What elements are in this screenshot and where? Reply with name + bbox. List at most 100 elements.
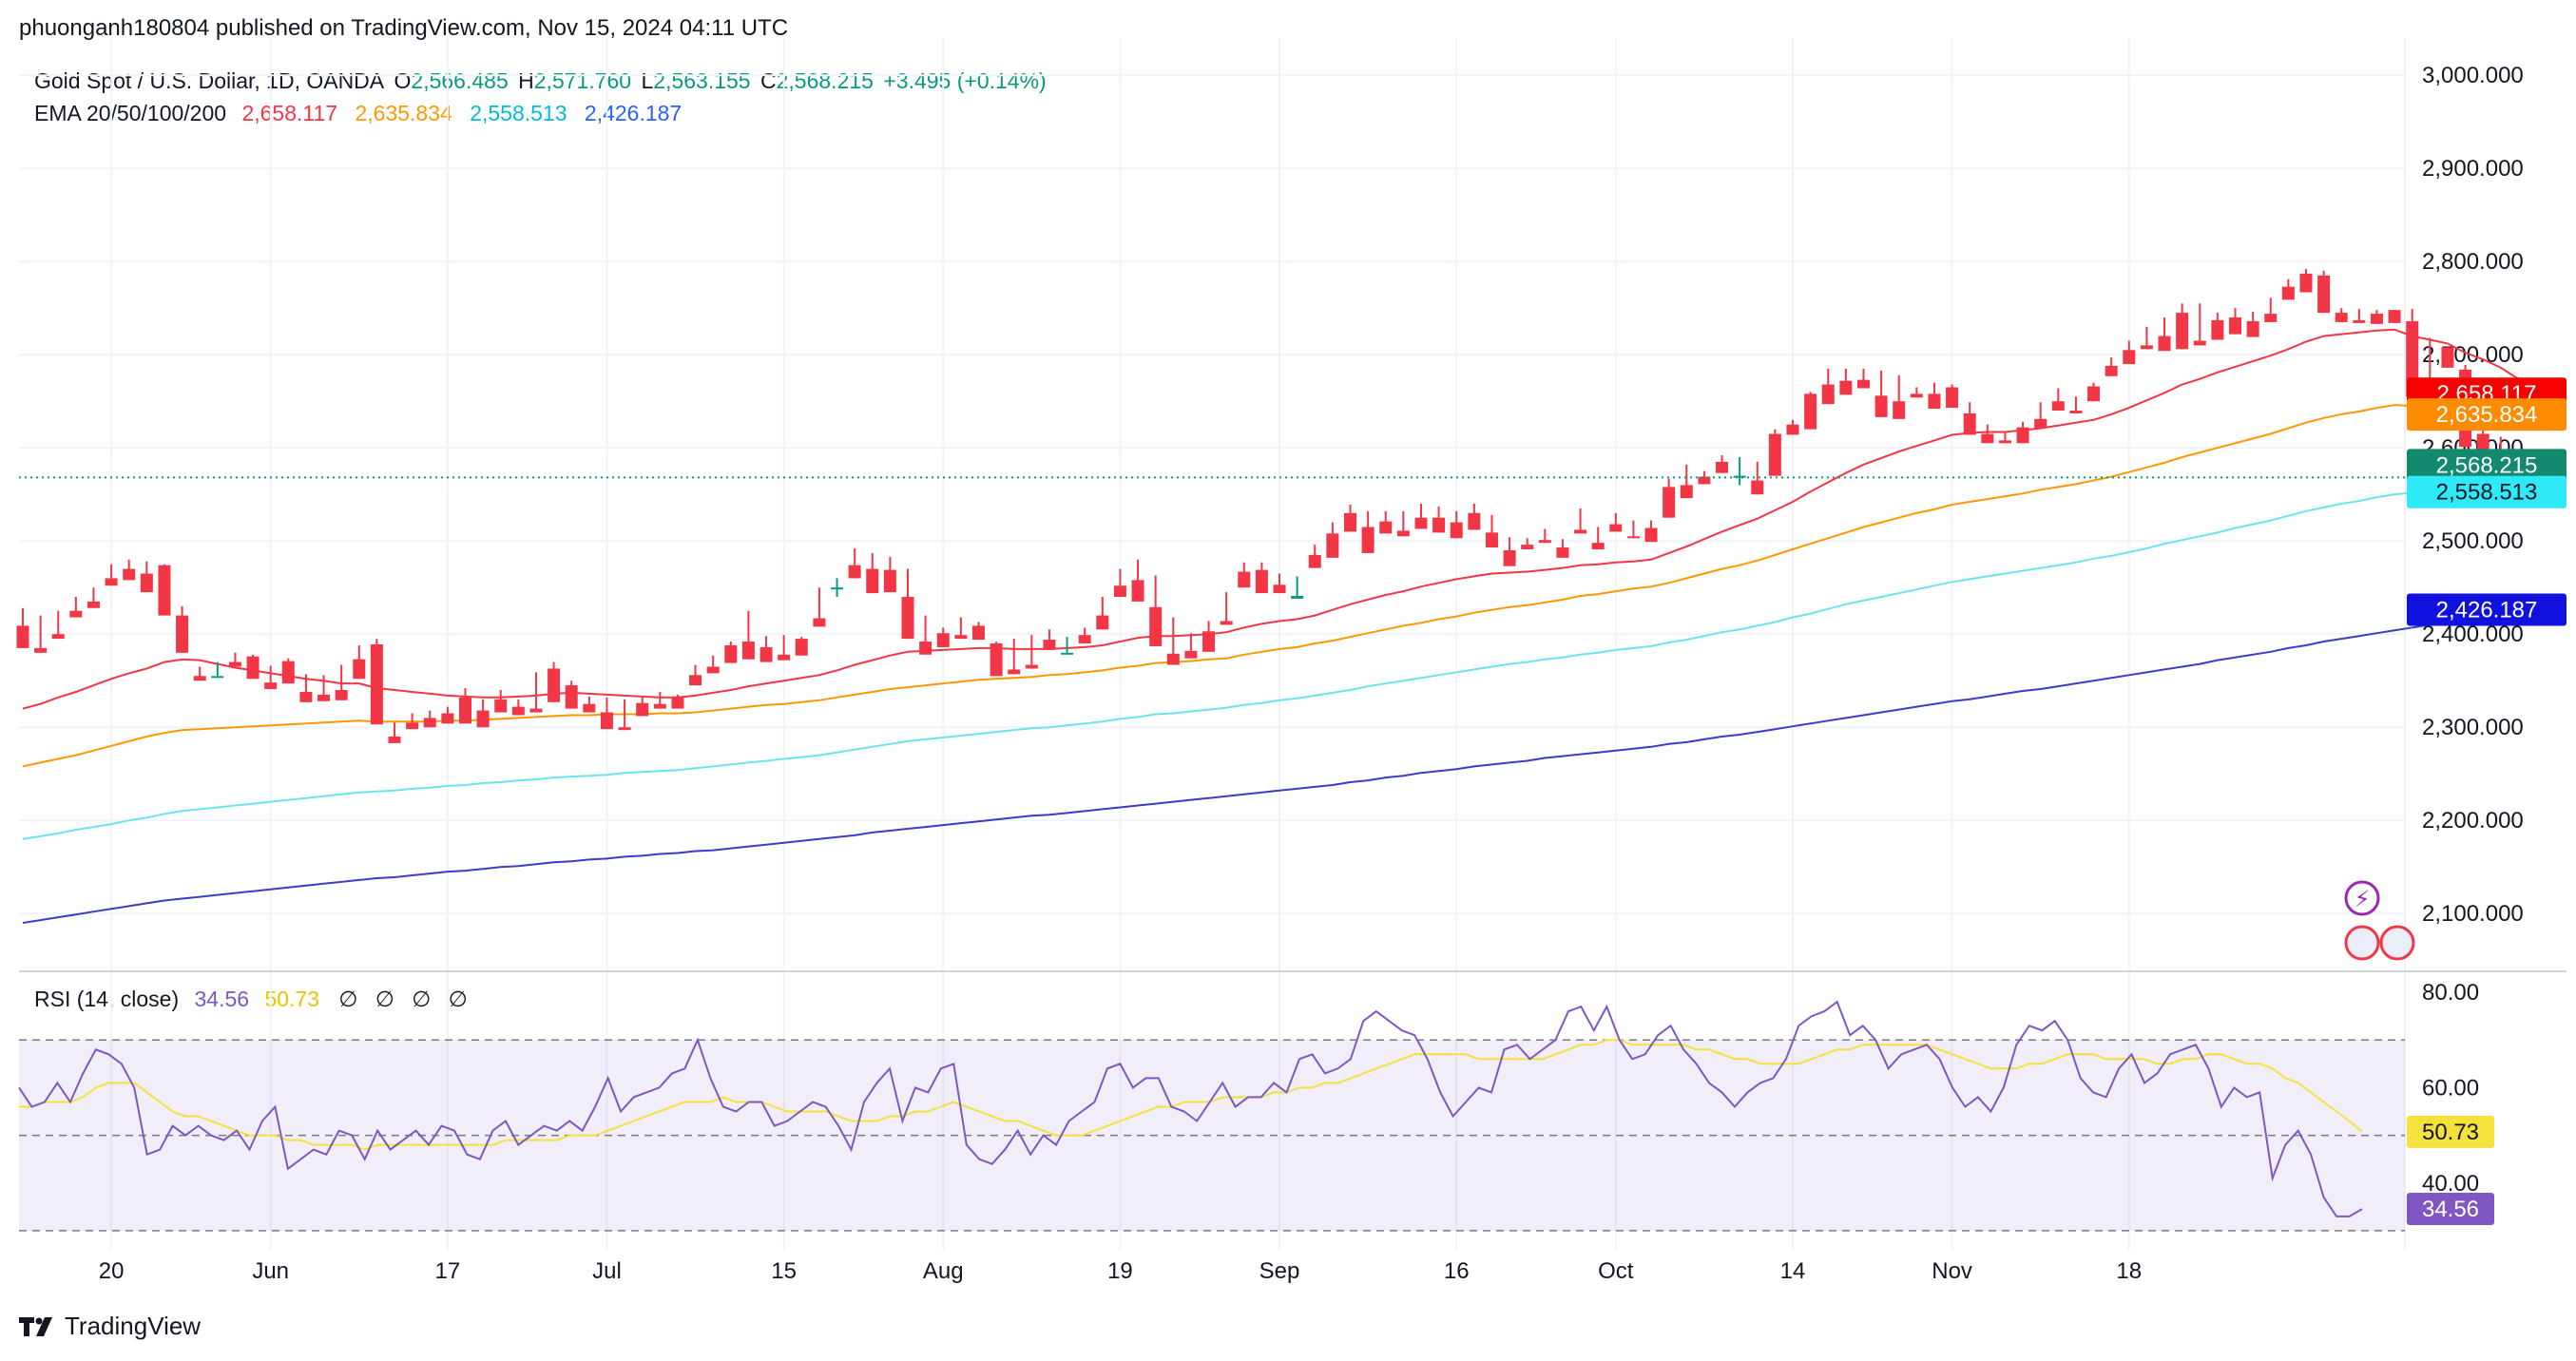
candle-body (2281, 286, 2295, 300)
candle-body (105, 578, 118, 586)
candle-body (1202, 631, 1216, 652)
candle-body (2123, 350, 2136, 364)
ema100-line (22, 485, 2537, 840)
candle-body (1220, 621, 1233, 625)
candle-body (2441, 347, 2454, 368)
candle-body (1733, 475, 1746, 478)
candle-body (2087, 386, 2101, 402)
candle-body (317, 694, 331, 701)
candle-body (1804, 393, 1817, 430)
rsi-axis-label: 80.00 (2422, 980, 2479, 1006)
rsi-tag-label: 34.56 (2422, 1197, 2479, 1222)
rsi-extra-4: ∅ (448, 987, 468, 1011)
ohlc-high: 2,571.760 (533, 68, 632, 93)
candle-body (2317, 275, 2331, 314)
candle-body (1893, 401, 1906, 419)
ema200-tag (2407, 593, 2566, 626)
candle-body (1910, 393, 1923, 398)
us-flag-icon (2379, 925, 2415, 961)
brand-name: TradingView (65, 1312, 202, 1340)
candle-body (1131, 580, 1144, 602)
price-axis-label: 2,300.000 (2422, 715, 2524, 740)
candle-body (724, 644, 738, 663)
candle-body (1946, 387, 1959, 409)
time-axis-label: Jul (592, 1258, 622, 1284)
publish-header: phuonganh180804 published on TradingView… (19, 15, 789, 41)
candle-body (1184, 650, 1198, 659)
candle-body (1981, 433, 1994, 444)
ema20-value: 2,658.117 (241, 101, 338, 125)
candle-body (193, 676, 206, 681)
candle-body (2176, 313, 2189, 350)
candle-body (919, 642, 932, 655)
candle-body (600, 712, 613, 730)
candle-body (1663, 487, 1676, 518)
candle-body (264, 682, 278, 690)
candle-body (2193, 340, 2206, 346)
time-axis-label: 17 (435, 1258, 461, 1284)
candle-body (866, 568, 879, 594)
ohlc-close: 2,568.215 (776, 68, 874, 93)
candle-body (2246, 320, 2259, 337)
candle-body (1609, 524, 1623, 532)
candle-body (1556, 547, 1569, 558)
candle-body (1574, 529, 1587, 534)
candle-body (1821, 384, 1835, 405)
candle-body (353, 659, 366, 680)
rsi-line (18, 1000, 2363, 1217)
price-axis-label: 3,000.000 (2422, 63, 2524, 88)
candle-body (759, 646, 773, 662)
candle-body (883, 569, 896, 593)
candle-body (1008, 669, 1021, 675)
candle-body (936, 633, 950, 647)
candle-body (1291, 596, 1304, 599)
candle-body (1149, 606, 1163, 646)
candle-body (1928, 393, 1941, 410)
candle-body (2353, 319, 2366, 323)
candle-body (1061, 652, 1074, 655)
price-axis-label: 2,800.000 (2422, 249, 2524, 275)
candle-body (123, 568, 136, 581)
candle-body (1626, 536, 1640, 539)
price-axis-label: 2,200.000 (2422, 808, 2524, 834)
ema200-line (22, 608, 2537, 924)
tradingview-logo-icon (19, 1316, 52, 1336)
us-flag-icon (2344, 925, 2380, 961)
last-price-label: 2,568.215 (2436, 452, 2538, 478)
candle-body (2335, 313, 2348, 322)
candle-body (69, 610, 83, 618)
candle-body (423, 718, 436, 728)
tradingview-brand[interactable]: TradingView (19, 1312, 201, 1341)
time-axis-label: 19 (1107, 1258, 1133, 1284)
candle-body (954, 635, 968, 640)
ema-label[interactable]: EMA 20/50/100/200 (34, 101, 227, 125)
candle-body (653, 703, 666, 709)
price-axis-label: 2,100.000 (2422, 901, 2524, 927)
candle-body (565, 685, 578, 709)
candle-body (901, 597, 914, 640)
candle-body (2229, 317, 2241, 335)
candle-body (2158, 335, 2171, 352)
candle-body (1680, 485, 1693, 499)
candle-body (1874, 395, 1888, 417)
candle-body (1414, 517, 1428, 529)
symbol-title[interactable]: Gold Spot / U.S. Dollar, 1D, OANDA (34, 68, 385, 93)
candle-body (2069, 411, 2083, 413)
candle-body (831, 587, 844, 590)
candle-body (1361, 527, 1375, 553)
candle-body (246, 656, 260, 680)
candle-body (299, 691, 313, 702)
candle-body (1255, 569, 1268, 594)
lightning-icon (2344, 880, 2380, 916)
candle-body (1344, 512, 1356, 532)
rsi-extra-1: ∅ (338, 987, 358, 1011)
candle-body (34, 647, 48, 653)
candle-body (971, 625, 985, 641)
candle-body (1468, 512, 1481, 530)
rsi-label[interactable]: RSI (14, close) (34, 987, 180, 1011)
candle-body (1591, 543, 1605, 550)
candle-body (494, 699, 508, 713)
candle-body (1963, 412, 1976, 435)
candle-body (1238, 571, 1251, 588)
